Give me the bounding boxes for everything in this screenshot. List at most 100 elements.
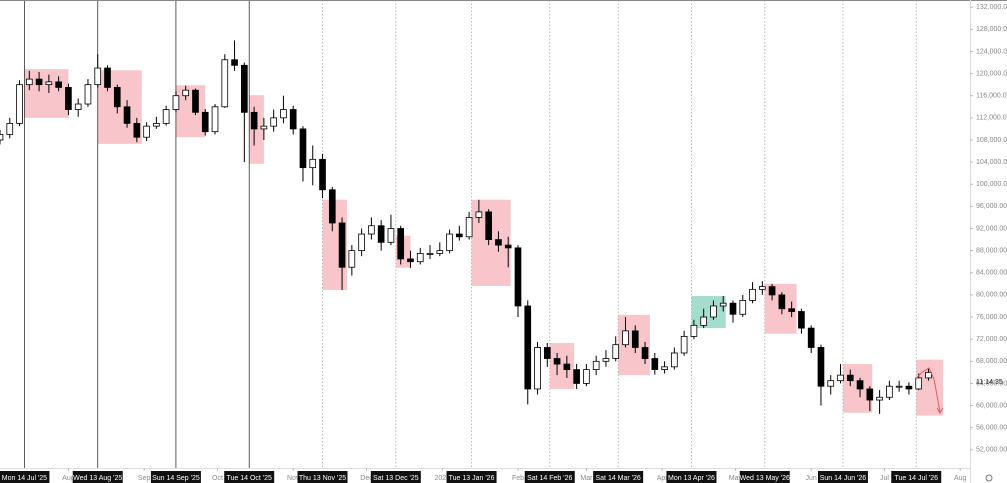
y-tick-label: 60,000.00 — [976, 402, 1007, 409]
candle-body — [358, 233, 365, 252]
marker-label-text: Tue 14 Jul '26 — [894, 475, 938, 482]
candle-body — [25, 78, 33, 86]
candle-body — [153, 122, 160, 127]
axes: 52,000.00 56,000.00 60,000.00 64,000.00 68,0… — [0, 4, 1007, 483]
candle-body — [895, 385, 903, 388]
candle-body — [846, 374, 854, 382]
candle-body — [280, 109, 287, 119]
marker-label-text: Sat 13 Dec '25 — [373, 475, 419, 482]
y-tick-label: 72,000.00 — [976, 336, 1007, 343]
x-tick-label: Jun — [806, 475, 817, 482]
y-tick-label: 76,000.00 — [976, 314, 1007, 321]
candle-body — [133, 122, 141, 138]
marker-label-box — [224, 471, 275, 483]
candle-body — [397, 228, 405, 260]
candle-body — [55, 81, 62, 88]
candle-body — [690, 324, 698, 337]
candle-body — [798, 311, 805, 329]
marker-label: Tue 14 Jul '26 — [891, 471, 942, 483]
marker-label-box — [297, 471, 348, 483]
x-tick-label: Oct — [212, 475, 223, 482]
candle-body — [710, 305, 717, 318]
candle-body — [113, 87, 121, 108]
y-tick-label: 84,000.00 — [976, 270, 1007, 277]
candle-body — [700, 316, 708, 326]
countdown: 11:14:35 — [976, 379, 1003, 386]
marker-label-box — [150, 471, 201, 483]
marker-label: Thu 13 Nov '25 — [297, 471, 348, 483]
candle-body — [250, 111, 258, 130]
candle-body — [16, 84, 23, 124]
candle-body — [45, 81, 53, 86]
candle-body — [739, 300, 747, 315]
marker-label: Sat 14 Mar '26 — [593, 471, 644, 483]
y-tick-label: 80,000.00 — [976, 292, 1007, 299]
marker-label-box — [446, 471, 497, 483]
y-tick-label: 56,000.00 — [976, 425, 1007, 432]
candle-body — [6, 122, 14, 135]
marker-label-text: Sat 14 Feb '26 — [527, 475, 572, 482]
drawing — [915, 367, 941, 413]
marker-label-box — [0, 471, 50, 483]
zone — [249, 95, 264, 164]
candle-body — [172, 95, 180, 110]
candle-body — [201, 111, 209, 133]
candle-body — [416, 253, 424, 263]
candle-body — [856, 380, 864, 390]
candle-body — [778, 294, 786, 310]
candle-body — [631, 330, 639, 348]
y-tick-label: 116,000.00 — [976, 93, 1007, 100]
marker-label: Mon 13 Apr '26 — [666, 471, 717, 483]
candle-body — [671, 352, 678, 368]
candle-body — [162, 109, 170, 124]
y-tick-label: 112,000.00 — [976, 115, 1007, 122]
drawing-arrow — [936, 407, 944, 414]
y-tick-label: 92,000.00 — [976, 225, 1007, 232]
candle-body — [211, 106, 219, 133]
x-tick-label: Feb — [512, 475, 524, 482]
marker-label-text: Tue 14 Oct '25 — [227, 475, 273, 482]
settings-icon[interactable] — [985, 474, 993, 482]
candle-body — [827, 380, 835, 387]
candle-body — [758, 286, 766, 290]
y-tick-label: 52,000.00 — [976, 447, 1007, 454]
marker-label-box — [891, 471, 942, 483]
candle-body — [876, 396, 883, 401]
candle-body — [612, 344, 620, 359]
y-tick-label: 128,000.00 — [976, 26, 1007, 33]
candle-body — [592, 360, 600, 370]
candle-body — [553, 358, 561, 365]
candle-body — [182, 89, 190, 97]
candle-body — [387, 228, 395, 243]
candle-body — [905, 385, 913, 390]
y-tick-label: 132,000.00 — [976, 4, 1007, 11]
candle-body — [563, 363, 571, 371]
x-tick-label: Jul — [880, 475, 889, 482]
candle-body — [768, 286, 776, 296]
marker-label-box — [524, 471, 575, 483]
y-tick-label: 104,000.00 — [976, 159, 1007, 166]
marker-label-box — [593, 471, 644, 483]
candle-body — [524, 305, 532, 390]
marker-label-box — [739, 471, 790, 483]
marker-label: Wed 13 Aug '25 — [72, 471, 123, 483]
candle-body — [583, 369, 590, 384]
zone — [549, 343, 575, 389]
candle-body — [270, 117, 277, 127]
candle-body — [485, 211, 492, 240]
candle-body — [915, 377, 923, 390]
marker-label: Sun 14 Jun '26 — [817, 471, 868, 483]
candle-body — [817, 347, 825, 387]
candle-body — [651, 358, 659, 370]
candle-body — [289, 109, 297, 130]
candle-body — [495, 239, 502, 246]
marker-label: Sat 13 Dec '25 — [370, 471, 421, 483]
candle-body — [260, 125, 268, 130]
y-tick-label: 100,000.00 — [976, 181, 1007, 188]
marker-label: Mon 14 Jul '25 — [0, 471, 50, 483]
y-tick-label: 108,000.00 — [976, 137, 1007, 144]
candle-body — [925, 371, 932, 379]
marker-label-box — [72, 471, 123, 483]
y-tick-label: 124,000.00 — [976, 48, 1007, 55]
candle-body — [377, 225, 385, 243]
